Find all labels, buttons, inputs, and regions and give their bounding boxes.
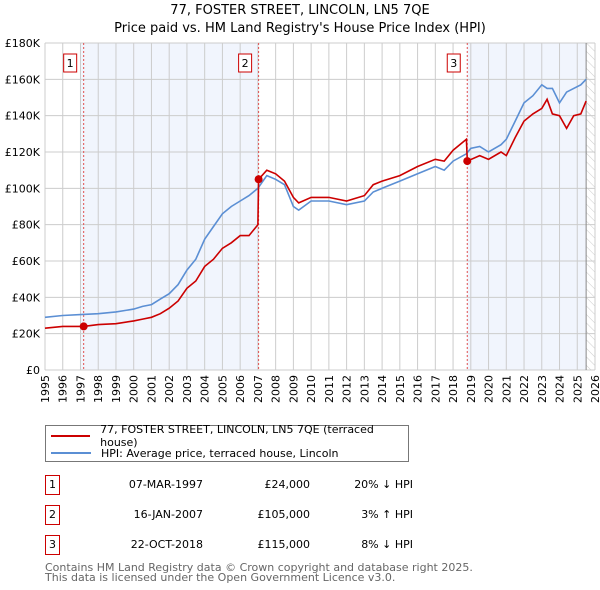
y-tick-label: £80K bbox=[12, 219, 41, 232]
y-tick-label: £20K bbox=[12, 328, 41, 341]
x-tick-label: 2021 bbox=[500, 375, 513, 403]
x-tick-label: 2012 bbox=[341, 375, 354, 403]
x-tick-label: 2011 bbox=[323, 375, 336, 403]
sale-point bbox=[463, 157, 472, 166]
y-tick-label: £180K bbox=[5, 37, 41, 50]
x-tick-label: 2010 bbox=[305, 375, 318, 403]
legend-red-swatch bbox=[51, 435, 91, 437]
y-tick-label: £0 bbox=[26, 364, 40, 377]
legend-property-label: 77, FOSTER STREET, LINCOLN, LN5 7QE (ter… bbox=[100, 423, 374, 449]
x-tick-label: 2025 bbox=[571, 375, 584, 403]
sale-date: 07-MAR-1997 bbox=[128, 478, 203, 491]
x-tick-label: 2020 bbox=[483, 375, 496, 403]
sale-marker-box bbox=[63, 53, 78, 73]
sale-hpi-diff: 20% ↓ HPI bbox=[354, 478, 413, 491]
sale-marker-label: 2 bbox=[242, 57, 249, 70]
legend-blue-swatch bbox=[51, 452, 91, 454]
shaded-band bbox=[467, 43, 587, 370]
y-tick-label: £60K bbox=[12, 255, 41, 268]
legend: 77, FOSTER STREET, LINCOLN, LN5 7QE (ter… bbox=[45, 423, 409, 462]
y-tick-label: £100K bbox=[5, 182, 41, 195]
sale-marker-label: 1 bbox=[45, 475, 60, 495]
x-tick-label: 2018 bbox=[447, 375, 460, 403]
sale-date: 22-OCT-2018 bbox=[130, 538, 203, 551]
sale-marker-label: 3 bbox=[45, 535, 60, 555]
x-tick-label: 2024 bbox=[554, 375, 567, 403]
sale-marker-label: 2 bbox=[45, 505, 60, 525]
y-tick-label: £120K bbox=[5, 146, 41, 159]
sale-row: 1 07-MAR-1997 £24,000 20% ↓ HPI bbox=[45, 475, 465, 495]
x-tick-label: 2007 bbox=[252, 375, 265, 403]
x-tick-label: 1997 bbox=[74, 375, 87, 403]
footer-licence: This data is licensed under the Open Gov… bbox=[45, 571, 396, 584]
chart-subtitle: Price paid vs. HM Land Registry's House … bbox=[114, 21, 486, 36]
x-tick-label: 2014 bbox=[376, 375, 389, 403]
sale-date: 16-JAN-2007 bbox=[133, 508, 203, 521]
x-tick-label: 2009 bbox=[287, 375, 300, 403]
sale-point bbox=[254, 175, 263, 184]
x-tick-label: 2004 bbox=[199, 375, 212, 403]
x-tick-label: 1999 bbox=[110, 375, 123, 403]
property-price-line bbox=[44, 97, 587, 329]
x-tick-label: 2023 bbox=[536, 375, 549, 403]
x-tick-label: 2026 bbox=[589, 375, 600, 403]
chart-title: 77, FOSTER STREET, LINCOLN, LN5 7QE bbox=[170, 3, 430, 18]
legend-hpi-label: HPI: Average price, terraced house, Linc… bbox=[101, 446, 339, 460]
y-tick-label: £40K bbox=[12, 291, 41, 304]
x-tick-label: 2016 bbox=[412, 375, 425, 403]
price-chart: 1995 1996 1997 1998 1999 2000 2001 2002 2003 2004… bbox=[5, 37, 600, 403]
sale-price: £24,000 bbox=[264, 478, 311, 491]
sale-marker-box bbox=[446, 53, 461, 73]
x-tick-label: 2006 bbox=[234, 375, 247, 403]
x-tick-label: 2015 bbox=[394, 375, 407, 403]
x-tick-label: 2019 bbox=[465, 375, 478, 403]
x-tick-label: 2003 bbox=[181, 375, 194, 403]
x-tick-label: 1998 bbox=[92, 375, 105, 403]
x-tick-label: 1995 bbox=[39, 375, 52, 403]
x-tick-label: 2008 bbox=[270, 375, 283, 403]
x-tick-label: 2002 bbox=[163, 375, 176, 403]
y-tick-label: £140K bbox=[5, 110, 41, 123]
x-tick-label: 2013 bbox=[358, 375, 371, 403]
x-tick-label: 2005 bbox=[216, 375, 229, 403]
sale-marker-label: 1 bbox=[67, 57, 74, 70]
sale-price: £115,000 bbox=[257, 538, 311, 551]
sale-row: 2 16-JAN-2007 £105,000 3% ↑ HPI bbox=[45, 505, 465, 525]
sale-marker-box bbox=[238, 53, 253, 73]
sale-hpi-diff: 8% ↓ HPI bbox=[361, 538, 413, 551]
forecast-hatch bbox=[586, 43, 595, 370]
sale-row: 3 22-OCT-2018 £115,000 8% ↓ HPI bbox=[45, 535, 465, 555]
x-tick-label: 2017 bbox=[429, 375, 442, 403]
x-tick-label: 2001 bbox=[145, 375, 158, 403]
hpi-line bbox=[44, 78, 587, 319]
y-tick-label: £160K bbox=[5, 73, 41, 86]
x-tick-label: 1996 bbox=[57, 375, 70, 403]
sale-marker-label: 3 bbox=[450, 57, 457, 70]
sale-hpi-diff: 3% ↑ HPI bbox=[361, 508, 413, 521]
footer-copyright: Contains HM Land Registry data © Crown c… bbox=[45, 561, 473, 574]
x-tick-label: 2022 bbox=[518, 375, 531, 403]
x-tick-label: 2000 bbox=[128, 375, 141, 403]
sale-price: £105,000 bbox=[257, 508, 311, 521]
sale-point bbox=[79, 322, 88, 331]
